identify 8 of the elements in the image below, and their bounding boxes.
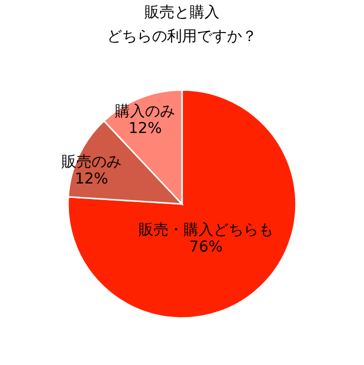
- data-label: 12%: [128, 119, 162, 138]
- slice-label: 販売・購入どちらも: [138, 220, 274, 239]
- text: どちらの利用ですか？: [107, 27, 257, 45]
- slice-label: 販売のみ: [62, 152, 122, 170]
- data-label: 12%: [74, 169, 108, 188]
- data-label: 76%: [189, 238, 223, 256]
- slice-label: 購入のみ: [115, 102, 176, 120]
- text: 販売と購入: [144, 3, 220, 21]
